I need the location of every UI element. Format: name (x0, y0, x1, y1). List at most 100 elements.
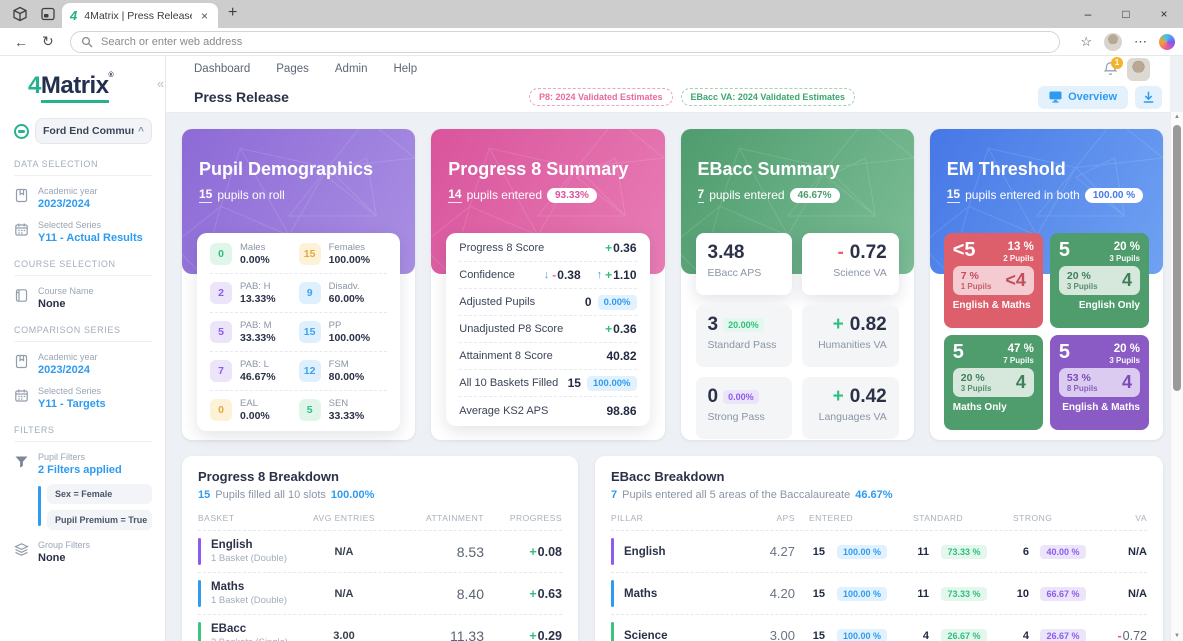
overview-button[interactable]: Overview (1038, 85, 1128, 109)
section-course-selection: COURSE SELECTION (14, 259, 116, 269)
standard-pct-badge: 26.67 % (941, 628, 987, 641)
maximize-button[interactable]: □ (1122, 7, 1130, 21)
school-selector[interactable]: Ford End Community C ^ (14, 118, 152, 144)
divider (14, 341, 152, 342)
tab-close-icon[interactable]: × (200, 8, 208, 23)
tile-ebacc-aps: 3.48 EBacc APS (695, 233, 793, 295)
stat-count: 15 (298, 321, 321, 343)
card-progress8-summary: Progress 8 Summary 14 pupils entered 93.… (431, 129, 665, 440)
strong-pct-badge: 40.00 % (1040, 544, 1086, 559)
refresh-icon[interactable]: ↻ (42, 33, 54, 49)
pct: 100.00% (330, 489, 375, 501)
tab-title: 4Matrix | Press Release (84, 9, 192, 22)
card-title: Progress 8 Breakdown (198, 469, 339, 484)
sidebar-collapse-icon[interactable]: « (157, 76, 165, 91)
card-progress8-breakdown: Progress 8 Breakdown 15 Pupils filled all… (182, 456, 578, 641)
arrow-up-icon: ↑ (596, 269, 603, 281)
applied-filters: Sex = Female Pupil Premium = True (38, 484, 152, 530)
scroll-up-icon[interactable]: ▲ (1174, 114, 1180, 120)
overview-label: Overview (1068, 91, 1117, 103)
stat-row: 0 EAL 0.00% 5 SEN 33.33% (210, 391, 387, 429)
item-label: Course Name (38, 286, 94, 296)
download-icon (1143, 91, 1154, 103)
browser-tab[interactable]: 4 4Matrix | Press Release × (62, 3, 218, 28)
stat-row: 2 PAB: H 13.33% 9 Disadv. 60.00% (210, 274, 388, 313)
stat-count: 5 (210, 321, 232, 343)
favorites-star-icon[interactable]: ☆ (1080, 34, 1092, 49)
address-bar[interactable] (70, 31, 1060, 53)
section-data-selection: DATA SELECTION (14, 159, 99, 169)
card-title: EBacc Breakdown (611, 469, 725, 484)
workspaces-icon[interactable] (12, 6, 28, 22)
monitor-icon (1049, 91, 1062, 103)
tab-actions-icon[interactable] (40, 6, 56, 22)
standard-pct-badge: 73.33 % (941, 544, 987, 559)
nav-admin[interactable]: Admin (334, 63, 368, 75)
download-button[interactable] (1135, 85, 1162, 109)
tile-science-va: -0.72 Science VA (802, 233, 899, 295)
filter-chip[interactable]: Sex = Female (47, 484, 152, 504)
nav-dashboard[interactable]: Dashboard (194, 63, 251, 75)
item-label: Selected Series (38, 220, 102, 230)
subtitle: pupils entered in both (965, 188, 1080, 202)
tile-standard-pass: 3 20.00% Standard Pass (695, 305, 793, 367)
nav-help[interactable]: Help (393, 63, 418, 75)
more-menu-icon[interactable]: ⋯ (1134, 34, 1147, 49)
copilot-icon[interactable] (1159, 34, 1175, 50)
sidebar-item-pupil-filters[interactable]: Pupil Filters 2 Filters applied (14, 452, 152, 476)
layers-icon (14, 542, 29, 557)
strong-pct-badge: 66.67 % (1040, 586, 1086, 601)
stat-count: 15 (298, 243, 321, 265)
row-accent-bar (611, 580, 614, 607)
stat-count: 0 (210, 243, 232, 265)
card-title: EBacc Summary (697, 159, 840, 179)
stat-females: 15 Females 100.00% (298, 242, 388, 266)
nav-pages[interactable]: Pages (276, 63, 309, 75)
count: 15 (198, 489, 211, 501)
pct-badge: 20.00% (723, 318, 764, 332)
stat-count: 0 (210, 399, 232, 421)
demographics-panel: 0 Males 0.00% 15 Females 100.00% 2 PAB: H 13.3… (197, 233, 401, 431)
p8-row-score: Progress 8 Score +0.36 (459, 235, 637, 262)
section-comparison-series: COMPARISON SERIES (14, 325, 121, 335)
sidebar: 4Matrix® Ford End Community C ^ DATA SEL… (0, 56, 166, 641)
stat-row: 0 Males 0.00% 15 Females 100.00% (210, 235, 388, 274)
browser-profile-avatar[interactable] (1104, 33, 1122, 51)
sidebar-item-group-filters[interactable]: Group Filters None (14, 540, 152, 564)
user-avatar[interactable] (1127, 58, 1150, 81)
scrollbar-thumb[interactable] (1173, 125, 1181, 391)
sidebar-item-course-name[interactable]: Course Name None (14, 286, 152, 310)
stat-fsm: 12 FSM 80.00% (298, 359, 388, 383)
item-label: Academic year (38, 186, 98, 196)
subtitle: Pupils filled all 10 slots (215, 489, 326, 501)
row-accent-bar (198, 580, 201, 607)
new-tab-button[interactable]: + (228, 4, 238, 21)
sidebar-item-comparison-academic-year[interactable]: Academic year 2023/2024 (14, 352, 152, 376)
toolbar-actions: ☆ ⋯ (1080, 28, 1175, 56)
page: 4Matrix® Ford End Community C ^ DATA SEL… (0, 56, 1183, 641)
address-input[interactable] (101, 36, 1049, 48)
back-icon[interactable]: ← (14, 33, 28, 50)
filter-chip[interactable]: Pupil Premium = True (47, 510, 152, 530)
p8-row-confidence: Confidence ↓ -0.38 ↑ +1.10 (459, 262, 637, 289)
table-row-maths: Maths 4.20 15 100.00 % 11 73.33 % 10 66.67 … (611, 573, 1147, 615)
minimize-button[interactable]: – (1084, 7, 1092, 21)
em-tile-english-maths: 5 20 % 3 Pupils 53 % 8 Pupils 4 English & Ma… (1049, 335, 1149, 430)
card-title: Pupil Demographics (199, 159, 374, 179)
sidebar-item-selected-series[interactable]: Selected Series Y11 - Actual Results (14, 220, 152, 244)
item-value: 2 Filters applied (38, 464, 122, 476)
card-em-threshold: EM Threshold 15 pupils entered in both 1… (929, 129, 1163, 440)
sidebar-item-academic-year[interactable]: Academic year 2023/2024 (14, 186, 152, 210)
pct-badge: 0.00% (597, 294, 637, 310)
scroll-down-icon[interactable]: ▼ (1174, 633, 1180, 639)
item-label: Selected Series (38, 386, 102, 396)
close-button[interactable]: × (1160, 7, 1168, 21)
subtitle: pupils entered (709, 188, 785, 202)
strong-pct-badge: 26.67 % (1040, 628, 1086, 641)
tile-strong-pass: 0 0.00% Strong Pass (695, 377, 793, 439)
progress8-panel: Progress 8 Score +0.36 Confidence ↓ -0.38 … (446, 233, 650, 426)
page-scrollbar[interactable]: ▲ ▼ (1170, 112, 1183, 641)
entered-pct-badge: 100.00 % (836, 544, 888, 559)
table-row-english: English 1 Basket (Double) N/A 8.53 +0.08 (198, 531, 562, 573)
sidebar-item-comparison-series[interactable]: Selected Series Y11 - Targets (14, 386, 152, 410)
